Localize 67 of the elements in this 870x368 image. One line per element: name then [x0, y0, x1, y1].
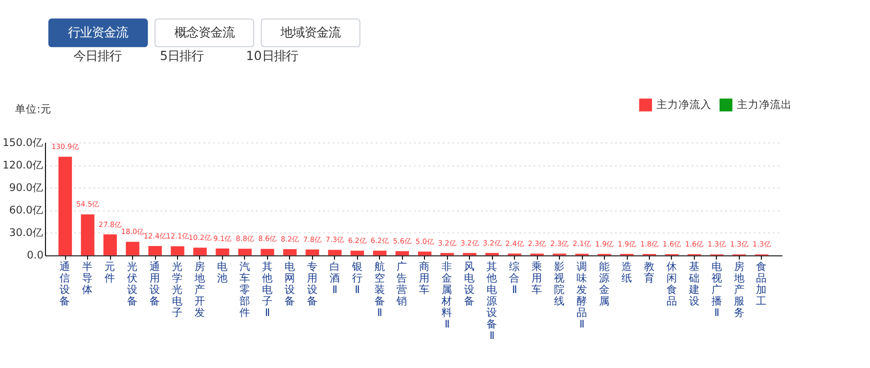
text: 10日排行	[246, 48, 298, 64]
x-tick-label: 非金属材料Ⅱ	[440, 260, 453, 331]
x-tick-label: 电视广播Ⅱ	[711, 260, 722, 320]
y-tick-label: 90.0亿	[9, 182, 44, 194]
x-tick-label: 银行Ⅱ	[350, 261, 363, 296]
text: 地域资金流	[280, 24, 341, 40]
x-tick-label: 能源金属	[598, 260, 610, 308]
x-tick-label: 调味发酵品Ⅱ	[576, 261, 588, 331]
x-tick-label: 教育	[644, 261, 655, 285]
bar	[238, 248, 252, 256]
bar	[373, 250, 387, 256]
bar	[126, 242, 140, 256]
y-tick-label: 30.0亿	[9, 227, 44, 240]
x-tick-label: 通用设备	[150, 260, 161, 308]
legend-label: 主力净流入	[656, 98, 712, 111]
bar	[103, 234, 117, 256]
bar	[485, 252, 499, 256]
text: 行业资金流	[68, 24, 128, 40]
x-tick-label: 综合Ⅱ	[509, 260, 520, 296]
x-tick-label: 航空装备Ⅱ	[374, 260, 386, 320]
bar	[260, 248, 274, 256]
bar	[80, 214, 94, 256]
x-tick-label: 广告营销	[396, 260, 408, 308]
text: 概念资金流	[174, 24, 234, 40]
x-tick-label: 电池	[216, 260, 228, 285]
bar	[216, 248, 230, 256]
bar	[328, 250, 342, 256]
x-tick-label: 休闲食品	[666, 261, 678, 308]
y-tick-label: 120.0亿	[2, 159, 44, 172]
x-tick-label: 影视院线	[554, 261, 566, 308]
x-tick-label: 通信设备	[60, 260, 71, 308]
bar	[193, 248, 207, 256]
bar	[283, 249, 297, 256]
x-tick-label: 其他电子Ⅱ	[262, 260, 273, 320]
bar	[58, 156, 72, 256]
x-tick-label: 房地产服务	[732, 260, 745, 320]
x-tick-label: 光学光电子	[172, 260, 184, 320]
bar	[462, 252, 476, 256]
x-tick-label: 造纸	[621, 260, 632, 285]
x-tick-label: 其他电源设备Ⅱ	[486, 260, 498, 342]
x-tick-label: 风电设备	[464, 261, 476, 308]
bar	[395, 251, 409, 256]
x-tick-label: 白酒Ⅱ	[329, 261, 340, 296]
y-tick-label: 150.0亿	[2, 136, 44, 149]
bar	[440, 252, 454, 256]
x-tick-label: 汽车零部件	[239, 261, 250, 320]
x-tick-label: 光伏设备	[127, 260, 138, 308]
x-tick-label: 食品加工	[756, 261, 768, 308]
text: 今日排行	[74, 48, 122, 64]
x-tick-label: 元件	[104, 261, 116, 285]
legend-label: 主力净流出	[736, 98, 792, 111]
x-tick-label: 房地产开发	[194, 260, 206, 320]
x-tick-label: 电网设备	[284, 260, 296, 308]
text: 5日排行	[160, 48, 204, 64]
x-tick-label: 专用设备	[306, 260, 318, 308]
x-tick-label: 基础建设	[688, 260, 700, 308]
bar	[148, 246, 162, 256]
y-tick-label: 60.0亿	[9, 204, 44, 217]
y-tick-label: 0.0	[26, 250, 44, 262]
y-axis-title: 单位:元	[14, 102, 52, 116]
x-tick-label: 乘用车	[532, 260, 543, 296]
bar	[306, 249, 320, 256]
x-tick-label: 商用车	[419, 260, 430, 296]
x-tick-label: 半导体	[82, 260, 94, 296]
bar	[418, 252, 432, 256]
bar	[170, 246, 184, 256]
bar	[350, 250, 364, 256]
